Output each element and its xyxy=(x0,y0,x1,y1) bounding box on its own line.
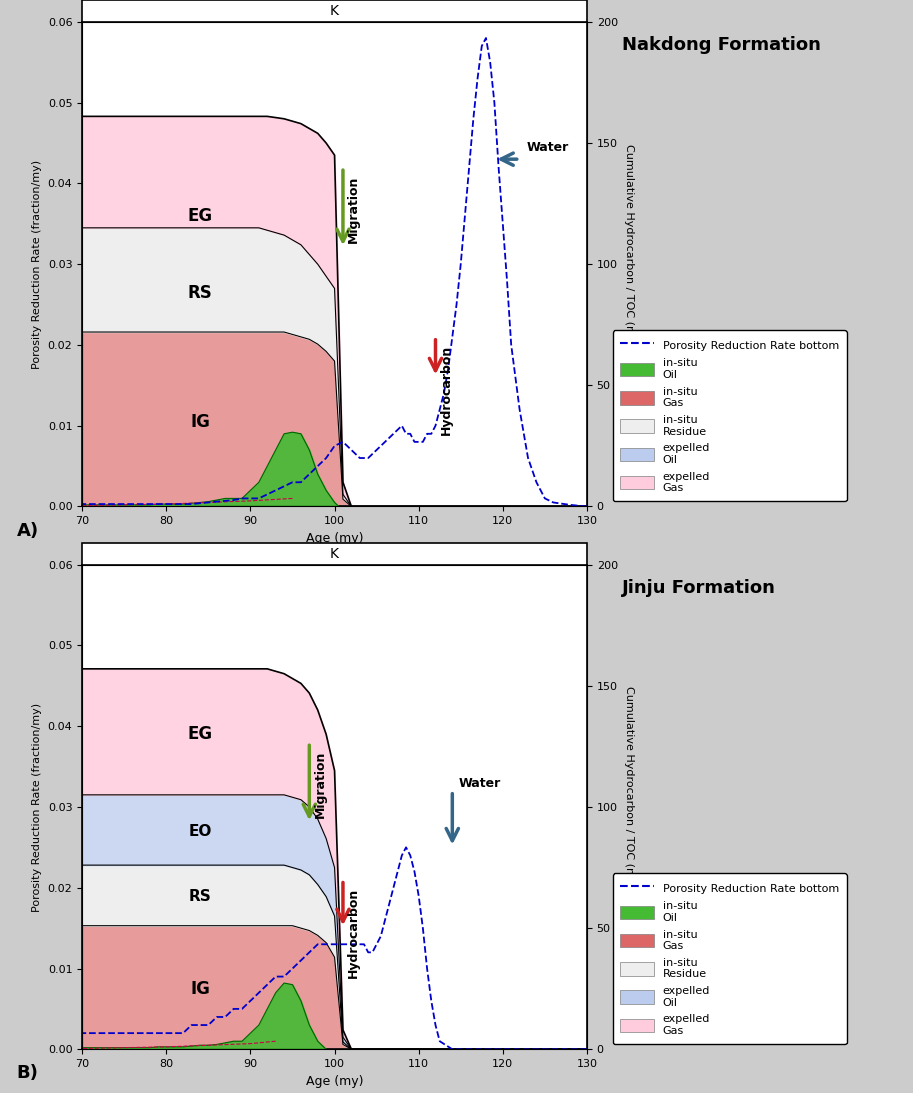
Text: Hydrocarbon: Hydrocarbon xyxy=(347,888,360,978)
X-axis label: Age (my): Age (my) xyxy=(306,1074,363,1088)
Text: Water: Water xyxy=(459,777,501,790)
Text: K: K xyxy=(330,4,339,19)
Bar xyxy=(82,0,587,22)
Text: EO: EO xyxy=(188,824,212,838)
Text: Water: Water xyxy=(527,141,569,154)
Text: Nakdong Formation: Nakdong Formation xyxy=(622,36,821,55)
Bar xyxy=(82,543,587,565)
Y-axis label: Porosity Reduction Rate (fraction/my): Porosity Reduction Rate (fraction/my) xyxy=(32,160,42,368)
Legend: Porosity Reduction Rate bottom, in-situ
Oil, in-situ
Gas, in-situ
Residue, expel: Porosity Reduction Rate bottom, in-situ … xyxy=(613,873,846,1044)
Legend: Porosity Reduction Rate bottom, in-situ
Oil, in-situ
Gas, in-situ
Residue, expel: Porosity Reduction Rate bottom, in-situ … xyxy=(613,330,846,501)
Text: EG: EG xyxy=(187,726,213,743)
Y-axis label: Cumulative Hydrocarbon / TOC (mg/g TOC): Cumulative Hydrocarbon / TOC (mg/g TOC) xyxy=(624,143,635,385)
Text: IG: IG xyxy=(190,413,210,431)
X-axis label: Age (my): Age (my) xyxy=(306,532,363,544)
Text: EG: EG xyxy=(187,207,213,225)
Text: K: K xyxy=(330,546,339,561)
Text: Migration: Migration xyxy=(347,175,360,243)
Y-axis label: Porosity Reduction Rate (fraction/my): Porosity Reduction Rate (fraction/my) xyxy=(32,703,42,912)
Text: Hydrocarbon: Hydrocarbon xyxy=(440,345,453,435)
Text: A): A) xyxy=(16,521,38,540)
Text: B): B) xyxy=(16,1065,38,1082)
Y-axis label: Cumulative Hydrocarbon / TOC (mg/g TOC): Cumulative Hydrocarbon / TOC (mg/g TOC) xyxy=(624,686,635,928)
Text: Migration: Migration xyxy=(313,751,327,818)
Text: IG: IG xyxy=(190,979,210,998)
Text: Jinju Formation: Jinju Formation xyxy=(622,579,776,597)
Text: RS: RS xyxy=(187,284,213,303)
Text: RS: RS xyxy=(189,889,211,904)
